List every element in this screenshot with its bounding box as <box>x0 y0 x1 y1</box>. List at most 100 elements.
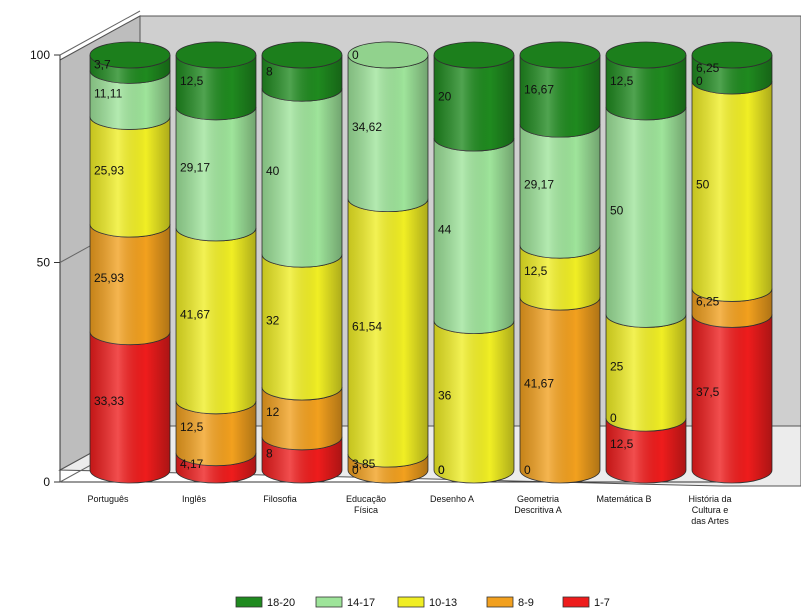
bar-top-cap-shade <box>176 41 256 68</box>
data-label: 20 <box>438 90 452 104</box>
bar-top-cap-shade <box>262 42 342 68</box>
category-label: Português <box>87 494 129 504</box>
bar-segment-shading <box>692 288 772 328</box>
bar-top-cap <box>89 41 171 69</box>
data-label: 25,93 <box>94 163 124 177</box>
category-label: das Artes <box>691 516 729 526</box>
bar-segment-shading <box>176 452 256 483</box>
data-label: 12,5 <box>610 437 634 451</box>
data-label: 61,54 <box>352 319 382 333</box>
floor <box>58 425 801 487</box>
bar-top-cap <box>519 41 601 69</box>
bar-segment-shading <box>262 88 342 268</box>
data-label: 0 <box>438 463 445 477</box>
category-label: Educação <box>346 494 386 504</box>
bar-segment-shading <box>90 116 170 238</box>
bar-top-cap-shade <box>692 42 772 68</box>
bars: 33,33 25,93 25,93 11,11 3,7 4,17 12,5 41,67 29,1… <box>89 41 773 484</box>
bar-segment-shading <box>348 198 428 468</box>
data-label: 3,7 <box>94 57 111 71</box>
bar-segment-shading <box>348 54 428 212</box>
data-label: 40 <box>266 164 280 178</box>
y-tick-label: 100 <box>30 48 50 62</box>
bar-segment-shading <box>176 400 256 466</box>
bar-segment-shading <box>520 124 600 259</box>
data-label: 8 <box>266 65 273 79</box>
data-label: 50 <box>610 204 624 218</box>
bar-stack: 33,33 25,93 25,93 11,11 3,7 <box>89 41 171 484</box>
data-label: 12,5 <box>610 74 634 88</box>
data-label: 41,67 <box>180 307 210 321</box>
bar-segment-shading <box>434 320 514 483</box>
data-label: 50 <box>696 178 710 192</box>
plot-walls <box>58 15 801 487</box>
bar-top-cap <box>175 41 257 69</box>
bar-segment-shading <box>262 254 342 400</box>
bar-top-cap <box>605 41 687 69</box>
legend-label: 18-20 <box>267 597 295 609</box>
data-label: 12,5 <box>524 264 548 278</box>
bar-segment-shading <box>520 297 600 483</box>
legend-swatch <box>397 596 425 608</box>
bar-segment-shading <box>692 55 772 94</box>
category-label: Filosofia <box>263 494 297 504</box>
data-label: 25 <box>610 359 624 373</box>
bar-segment-shading <box>348 454 428 483</box>
data-label: 11,11 <box>94 86 123 100</box>
bar-top-cap <box>691 41 773 69</box>
bar-segment-shading <box>520 245 600 311</box>
data-label: 12,5 <box>180 420 204 434</box>
bar-stack: 12,5 0 25 50 12,5 <box>605 41 687 484</box>
data-label: 44 <box>438 222 452 236</box>
bar-segment-shading <box>606 314 686 432</box>
bar-top-cap-shade <box>434 42 514 68</box>
data-label: 34,62 <box>352 120 382 134</box>
data-label: 16,67 <box>524 83 554 97</box>
bar-segment-shading <box>90 331 170 483</box>
bar-segment-shading <box>90 224 170 345</box>
category-label: Desenho A <box>430 494 474 504</box>
bar-segment-shading <box>606 418 686 483</box>
category-label: Geometria <box>517 494 559 504</box>
data-label: 12 <box>266 405 280 419</box>
category-label: História da <box>688 494 731 504</box>
data-label: 0 <box>352 48 359 62</box>
data-label: 8 <box>266 446 273 460</box>
data-label: 32 <box>266 314 280 328</box>
bar-segment-shading <box>692 314 772 483</box>
data-label: 41,67 <box>524 377 554 391</box>
legend-swatch <box>235 596 263 608</box>
data-label: 0 <box>524 463 531 477</box>
legend-swatch <box>486 596 514 608</box>
legend-swatch <box>315 596 343 608</box>
data-label: 12,5 <box>180 74 204 88</box>
data-label: 37,5 <box>696 385 720 399</box>
bar-segment-shading <box>520 54 600 138</box>
bar-segment-shading <box>90 55 170 84</box>
bar-segment-shading <box>176 54 256 120</box>
legend: 18-20 14-17 10-13 8-9 1-7 <box>235 596 610 609</box>
bar-segment-shading <box>262 387 342 450</box>
bar-top-cap-shade <box>520 41 600 68</box>
data-label: 25,93 <box>94 271 124 285</box>
bar-top-cap-shade <box>90 42 170 68</box>
bar-segment-shading <box>692 80 772 302</box>
category-label: Cultura e <box>692 505 729 515</box>
bar-segment-shading <box>90 70 170 130</box>
legend-swatch <box>562 596 590 608</box>
y-tick-label: 50 <box>37 256 51 270</box>
data-label: 6,25 <box>696 61 720 75</box>
data-label: 0 <box>610 411 617 425</box>
bar-segment-shading <box>606 55 686 120</box>
bar-top-cap <box>347 41 429 69</box>
data-label: 0 <box>352 463 359 477</box>
y-grid-diagonal <box>59 10 141 56</box>
bar-top-cap <box>433 41 515 69</box>
bar-top-cap-shade <box>348 41 428 68</box>
data-label: 29,17 <box>524 178 554 192</box>
data-label: 36 <box>438 388 452 402</box>
bar-segment-shading <box>176 106 256 241</box>
